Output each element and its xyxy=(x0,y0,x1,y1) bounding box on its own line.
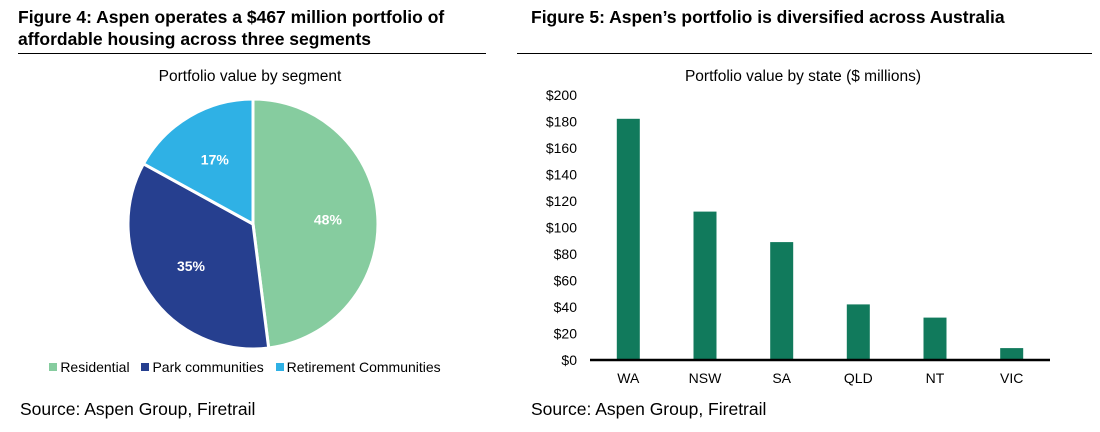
bar-vic xyxy=(1000,348,1024,360)
pie-legend: Residential Park communities Retirement … xyxy=(0,359,490,375)
legend-label-park-communities: Park communities xyxy=(152,359,264,375)
bar-qld xyxy=(846,304,870,360)
y-tick-label: $180 xyxy=(546,114,577,130)
y-tick-label: $40 xyxy=(554,299,578,315)
x-tick-label-sa: SA xyxy=(772,370,791,386)
y-tick-label: $20 xyxy=(554,326,578,342)
y-tick-label: $100 xyxy=(546,220,577,236)
x-tick-label-vic: VIC xyxy=(1000,370,1023,386)
figure-5-panel: Figure 5: Aspen’s portfolio is diversifi… xyxy=(515,0,1100,432)
bar-nt xyxy=(923,317,947,360)
bar-nsw xyxy=(693,211,717,360)
figure-4-panel: Figure 4: Aspen operates a $467 million … xyxy=(0,0,490,432)
x-tick-label-qld: QLD xyxy=(844,370,873,386)
pie-slice-residential xyxy=(251,97,380,350)
pie-label-park-communities: 35% xyxy=(177,258,206,274)
pie-label-residential: 48% xyxy=(314,211,343,227)
x-tick-label-nt: NT xyxy=(926,370,945,386)
bar-wa xyxy=(616,118,640,360)
y-tick-label: $0 xyxy=(561,352,577,368)
x-tick-label-wa: WA xyxy=(617,370,640,386)
bar-chart: $0 $20 $40 $60 $80 $100 $120 $140 $160 $180 $200 WA… xyxy=(546,87,1050,386)
x-tick-label-nsw: NSW xyxy=(689,370,722,386)
legend-label-retirement-communities: Retirement Communities xyxy=(286,359,441,375)
legend-item-park-communities: Park communities xyxy=(141,359,264,375)
pie-chart: 48% 35% 17% xyxy=(126,97,380,351)
y-tick-label: $140 xyxy=(546,167,577,183)
legend-swatch-park-communities xyxy=(141,363,150,371)
y-tick-label: $160 xyxy=(546,140,577,156)
legend-item-retirement-communities: Retirement Communities xyxy=(275,359,441,375)
y-tick-label: $200 xyxy=(546,87,577,103)
y-tick-label: $120 xyxy=(546,193,577,209)
y-tick-label: $80 xyxy=(554,246,578,262)
legend-label-residential: Residential xyxy=(60,359,130,375)
pie-slice-retirement-communities xyxy=(141,97,255,226)
legend-swatch-retirement-communities xyxy=(275,363,284,371)
figure-4-title-rule xyxy=(18,53,486,54)
legend-swatch-residential xyxy=(49,363,58,371)
legend-item-residential: Residential xyxy=(49,359,130,375)
pie-label-retirement-communities: 17% xyxy=(201,151,230,167)
bar-sa xyxy=(770,242,794,360)
figure-5-title: Figure 5: Aspen’s portfolio is diversifi… xyxy=(531,7,1005,27)
y-tick-label: $60 xyxy=(554,273,578,289)
figure-4-title: Figure 4: Aspen operates a $467 million … xyxy=(18,7,445,49)
figure-5-title-rule xyxy=(517,53,1092,54)
bar-chart-title: Portfolio value by state ($ millions) xyxy=(684,68,922,85)
figure-4-source: Source: Aspen Group, Firetrail xyxy=(20,399,256,419)
pie-slice-park-communities xyxy=(126,162,271,351)
figure-5-source: Source: Aspen Group, Firetrail xyxy=(531,399,767,419)
pie-chart-title: Portfolio value by segment xyxy=(158,68,342,85)
